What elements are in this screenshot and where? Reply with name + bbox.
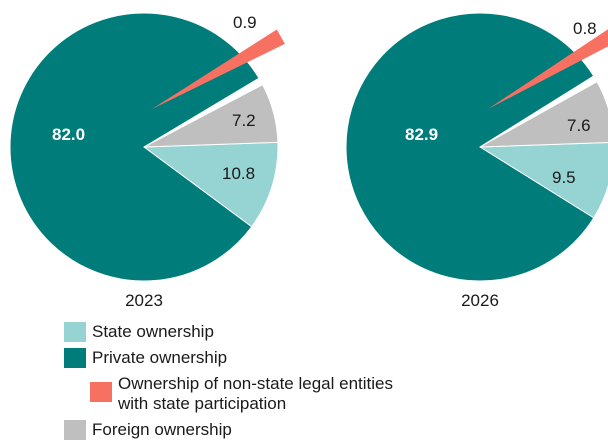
legend-label: Foreign ownership (92, 420, 232, 439)
data-label-private: 82.9 (405, 125, 438, 144)
legend-label: State ownership (92, 322, 214, 341)
slice-nonstate (152, 29, 285, 110)
slice-state (142, 141, 279, 228)
data-label-foreign: 7.2 (232, 111, 256, 130)
legend-item-nonstate: Ownership of non-state legal entitieswit… (90, 374, 393, 413)
chart-title: 2026 (461, 291, 499, 310)
chart-title: 2023 (125, 291, 163, 310)
data-label-private: 82.0 (52, 125, 85, 144)
slice-private (9, 12, 260, 282)
pie-chart-group: 10.8 82.0 0.9 7.2 2023 9.5 82.9 0.8 7.6 2026 (9, 12, 608, 310)
data-label-state: 9.5 (552, 168, 576, 187)
legend-label: Private ownership (92, 348, 227, 367)
pie-chart-2026: 9.5 82.9 0.8 7.6 2026 (345, 12, 608, 310)
slice-foreign (143, 84, 279, 148)
legend-swatch (64, 322, 86, 342)
data-label-nonstate: 0.8 (573, 19, 597, 38)
slice-nonstate (488, 29, 608, 109)
data-label-state: 10.8 (222, 164, 255, 183)
legend: State ownership Private ownership Ownershi… (64, 322, 393, 440)
legend-swatch (64, 348, 86, 368)
legend-swatch (90, 382, 112, 402)
data-label-foreign: 7.6 (567, 116, 591, 135)
pie-chart-2023: 10.8 82.0 0.9 7.2 2023 (9, 12, 285, 310)
legend-item-foreign: Foreign ownership (64, 420, 232, 440)
legend-label: with state participation (117, 394, 286, 413)
data-label-nonstate: 0.9 (233, 13, 257, 32)
slice-state (478, 142, 608, 219)
legend-swatch (64, 420, 86, 440)
legend-item-private: Private ownership (64, 348, 227, 368)
slice-foreign (479, 81, 608, 148)
legend-label: Ownership of non-state legal entities (118, 374, 393, 393)
legend-item-state: State ownership (64, 322, 214, 342)
